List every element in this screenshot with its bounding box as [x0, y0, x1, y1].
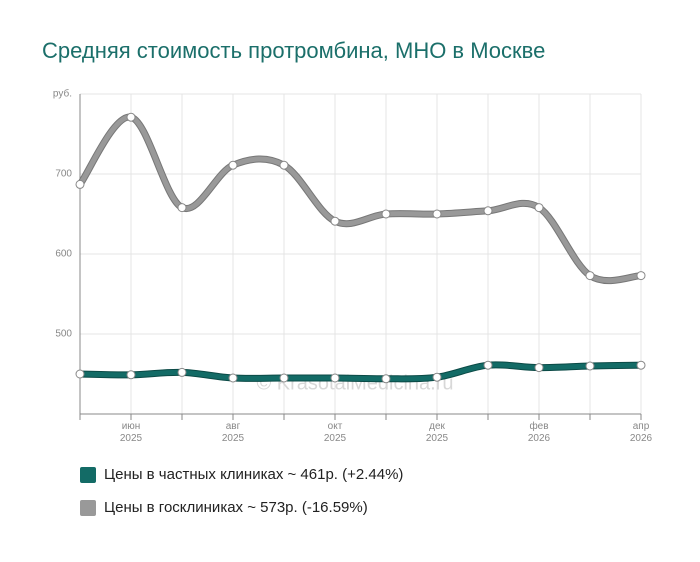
point: [75, 369, 85, 379]
point: [126, 370, 136, 380]
point: [228, 160, 238, 170]
legend-swatch: [80, 467, 96, 483]
x-tick-label: дек 2025: [426, 421, 449, 444]
x-tick-label: авг 2025: [222, 421, 245, 444]
point: [75, 179, 85, 189]
legend-label: Цены в частных клиниках ~ 461р. (+2.44%): [104, 466, 403, 483]
point: [534, 203, 544, 213]
point: [534, 363, 544, 373]
point: [177, 367, 187, 377]
series-line-outline: [77, 113, 642, 285]
chart-title: Средняя стоимость протромбина, МНО в Мос…: [42, 38, 545, 63]
x-tick-label: окт 2025: [324, 421, 347, 444]
x-tick-label: июн 2025: [120, 421, 143, 444]
point: [483, 206, 493, 216]
point: [585, 271, 595, 281]
point: [636, 360, 646, 370]
point: [432, 372, 442, 382]
y-tick-label: руб.: [53, 88, 72, 100]
point: [126, 112, 136, 122]
point: [381, 209, 391, 219]
point: [177, 203, 187, 213]
y-tick-label: 700: [55, 169, 72, 180]
point: [330, 373, 340, 383]
point: [585, 361, 595, 371]
point: [279, 373, 289, 383]
point: [228, 373, 238, 383]
point: [636, 271, 646, 281]
point: [432, 209, 442, 219]
y-tick-label: 600: [55, 249, 72, 260]
point: [381, 374, 391, 384]
y-tick-label: 500: [55, 329, 72, 340]
point: [330, 216, 340, 226]
series-line: [77, 114, 642, 284]
x-tick-label: апр 2026: [630, 421, 653, 444]
point: [279, 160, 289, 170]
x-tick-label: фев 2026: [528, 420, 551, 444]
legend-swatch: [80, 500, 96, 516]
legend-label: Цены в госклиниках ~ 573р. (-16.59%): [104, 499, 368, 516]
point: [483, 360, 493, 370]
